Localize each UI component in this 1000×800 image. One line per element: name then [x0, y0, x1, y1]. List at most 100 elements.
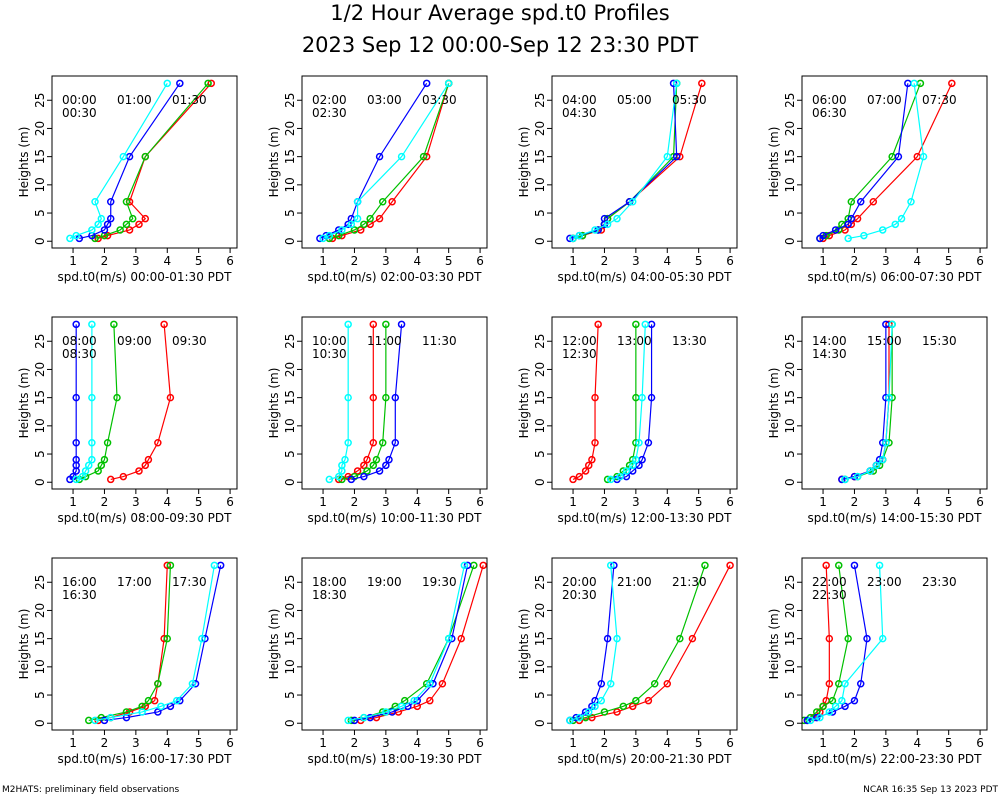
x-tick-label: 6 — [226, 495, 234, 509]
x-tick-label: 2 — [851, 495, 859, 509]
legend-label: 03:30 — [422, 93, 457, 107]
x-tick-label: 6 — [226, 736, 234, 750]
profile-point — [663, 152, 672, 161]
profile-point — [363, 455, 371, 464]
x-tick-label: 4 — [663, 254, 671, 268]
profile-line — [579, 565, 731, 721]
profile-point — [141, 152, 150, 161]
profile-point — [853, 472, 862, 481]
profile-point — [369, 320, 378, 329]
y-tick-label: 15 — [33, 149, 47, 164]
x-tick-label: 4 — [913, 254, 921, 268]
profile-point — [838, 696, 846, 705]
profile-point — [119, 152, 128, 161]
profile-point — [363, 467, 371, 475]
profile-point — [344, 393, 352, 402]
profile-point — [325, 231, 334, 240]
profile-point — [344, 439, 352, 447]
profile-point — [122, 198, 131, 206]
profile-point — [907, 198, 915, 206]
x-tick-label: 1 — [69, 495, 77, 509]
profile-point — [97, 214, 106, 223]
plot-area — [325, 320, 406, 484]
y-tick-label: 15 — [283, 631, 297, 646]
profile-point — [726, 561, 734, 570]
panel: 1 2 3 4 5 6 0 5 10 15 20 25 spd.t0(m/s) 06:00-07:30 … — [767, 75, 988, 284]
legend-label: 02:00 — [312, 93, 347, 107]
x-axis-label: spd.t0(m/s) 08:00-09:30 PDT — [58, 511, 233, 525]
y-tick-label: 5 — [783, 450, 797, 458]
profile-point — [856, 198, 865, 206]
profile-point — [81, 467, 90, 475]
profile-point — [575, 472, 584, 481]
plot-frame — [301, 316, 488, 490]
x-tick-label: 3 — [882, 495, 890, 509]
y-axis-label: Heights (m) — [267, 127, 281, 198]
profile-point — [372, 455, 381, 464]
profile-point — [819, 231, 827, 240]
profile-point — [360, 461, 368, 470]
profile-point — [701, 561, 709, 570]
profile-point — [360, 472, 368, 481]
profile-point — [138, 708, 146, 716]
plot-area — [838, 320, 896, 484]
y-tick-label: 5 — [33, 450, 47, 458]
profile-point — [91, 716, 99, 725]
x-tick-label: 1 — [569, 495, 577, 509]
panel: 1 2 3 4 5 6 0 5 10 15 20 25 spd.t0(m/s) 08:00-09:30 … — [17, 316, 238, 525]
profile-point — [119, 472, 128, 481]
y-tick-label: 10 — [783, 418, 797, 433]
profile-point — [875, 561, 884, 570]
x-axis-label: spd.t0(m/s) 22:00-23:30 PDT — [808, 752, 983, 766]
legend-label: 18:30 — [312, 588, 347, 602]
profile-point — [919, 152, 928, 161]
profile-point — [106, 198, 115, 206]
profile-point — [135, 467, 143, 475]
profile-point — [388, 198, 396, 206]
profile-point — [369, 439, 378, 447]
profile-point — [72, 231, 80, 240]
profile-point — [135, 220, 143, 229]
legend-label: 17:00 — [117, 575, 152, 589]
legend-label: 04:00 — [562, 93, 597, 107]
profile-point — [632, 696, 640, 705]
plot-frame — [801, 557, 988, 731]
profile-point — [369, 461, 378, 470]
legend-label: 07:30 — [922, 93, 957, 107]
legend-label: 19:00 — [367, 575, 402, 589]
y-tick-label: 15 — [533, 149, 547, 164]
y-axis-label: Heights (m) — [267, 368, 281, 439]
profile-point — [606, 475, 615, 484]
profile-point — [110, 320, 118, 329]
y-axis-label: Heights (m) — [517, 368, 531, 439]
profile-point — [457, 634, 465, 643]
legend-label: 00:30 — [62, 106, 97, 120]
panel: 1 2 3 4 5 6 0 5 10 15 20 25 spd.t0(m/s) 22:00-23:30 … — [767, 557, 988, 766]
profile-point — [344, 716, 352, 725]
footer-right: NCAR 16:35 Sep 13 2023 PDT — [863, 785, 998, 795]
profile-line — [844, 324, 893, 480]
panel: 1 2 3 4 5 6 0 5 10 15 20 25 spd.t0(m/s) 20:00-21:30 … — [517, 557, 738, 766]
profile-point — [569, 475, 577, 484]
profile-point — [806, 716, 815, 725]
legend-label: 03:00 — [367, 93, 402, 107]
profile-point — [628, 198, 637, 206]
y-tick-label: 15 — [33, 631, 47, 646]
x-tick-label: 3 — [382, 736, 390, 750]
x-tick-label: 4 — [663, 736, 671, 750]
y-tick-label: 25 — [783, 575, 797, 590]
profile-point — [154, 708, 162, 716]
profile-point — [72, 439, 80, 447]
profile-point — [353, 467, 362, 475]
profile-point — [444, 79, 453, 88]
plot-frame — [801, 75, 988, 249]
x-tick-label: 5 — [945, 254, 953, 268]
legend-label: 21:30 — [672, 575, 707, 589]
y-tick-label: 10 — [283, 659, 297, 674]
profile-line — [322, 83, 450, 239]
legend-label: 10:30 — [312, 347, 347, 361]
profile-point — [632, 455, 640, 464]
x-tick-label: 5 — [195, 254, 203, 268]
profile-point — [100, 716, 109, 725]
